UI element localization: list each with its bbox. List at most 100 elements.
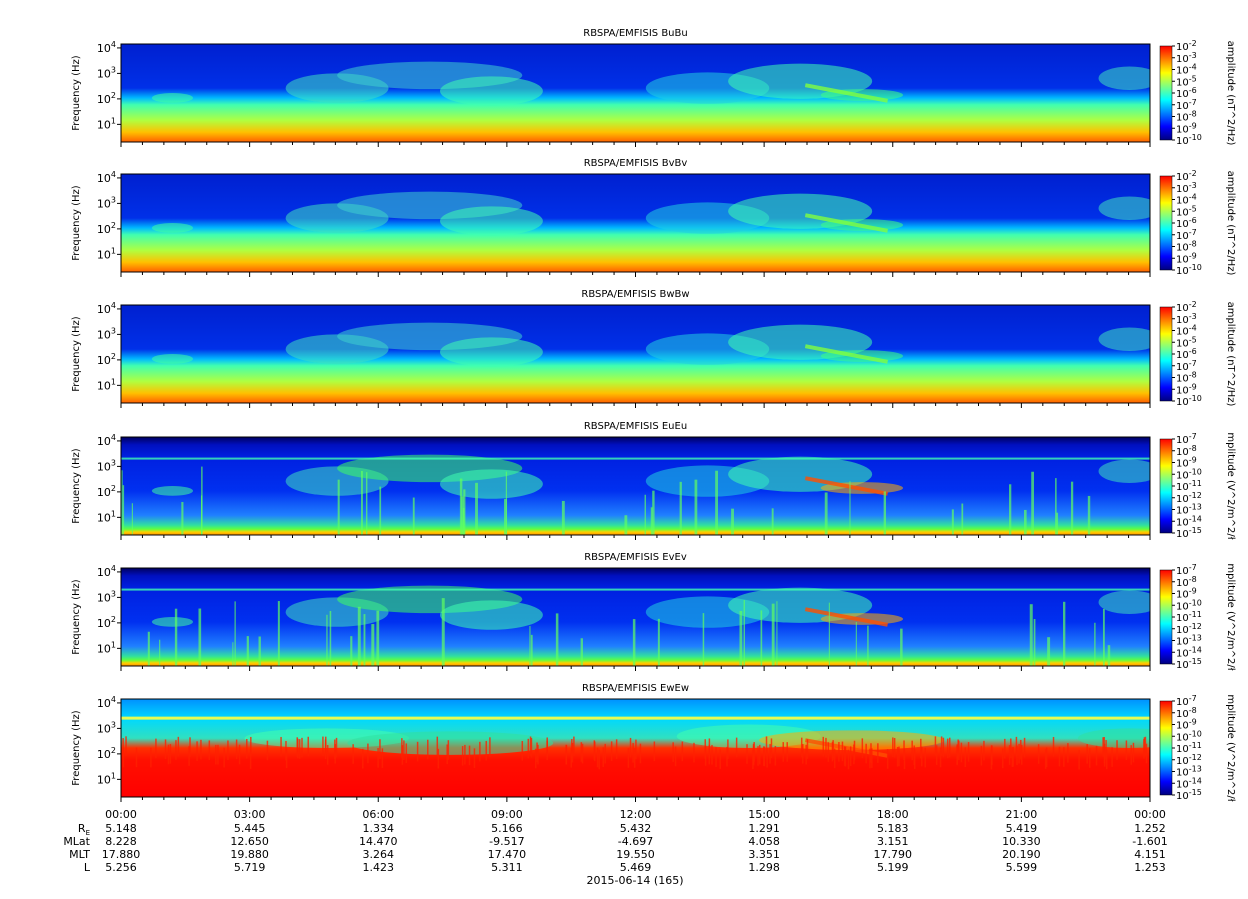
colorbar-tick-label: 10-7 — [1176, 432, 1197, 446]
panel-title: RBSPA/EMFISIS BuBu — [583, 28, 687, 39]
spectrogram-panel-2: RBSPA/EMFISIS BvBv 104 103 102 101 Frequency … — [71, 158, 1236, 277]
ephemeris-value: 1.334 — [363, 822, 395, 835]
colorbar-tick-label: 10-10 — [1176, 467, 1202, 481]
y-tick-label: 103 — [97, 458, 116, 473]
spectrogram-image — [121, 305, 1150, 403]
ephemeris-value: 5.445 — [234, 822, 266, 835]
colorbar-tick-label: 10-14 — [1176, 514, 1202, 528]
ephemeris-row-label: MLat — [63, 835, 90, 848]
colorbar-tick-label: 10-10 — [1176, 133, 1202, 147]
y-axis: 104 103 102 101 — [97, 40, 121, 131]
colorbar-tick-label: 10-15 — [1176, 526, 1202, 540]
colorbar-label: amplitude (nT^2/Hz) — [1225, 302, 1236, 407]
spectrogram-image — [121, 699, 1150, 797]
y-axis: 104 103 102 101 — [97, 695, 121, 786]
y-tick-label: 101 — [97, 509, 116, 524]
colorbar-tick-label: 10-9 — [1176, 456, 1197, 470]
x-tick-label: 15:00 — [748, 808, 780, 821]
spectrogram-panel-5: RBSPA/EMFISIS EvEv 104 103 102 101 Frequency … — [71, 552, 1236, 671]
y-tick-label: 104 — [97, 564, 116, 579]
y-tick-label: 103 — [97, 65, 116, 80]
ephemeris-value: 12.650 — [230, 835, 269, 848]
panel-title: RBSPA/EMFISIS BvBv — [584, 158, 688, 169]
y-tick-label: 101 — [97, 771, 116, 786]
y-axis: 104 103 102 101 — [97, 170, 121, 261]
colorbar-tick-label: 10-4 — [1176, 324, 1197, 338]
colorbar-tick-label: 10-7 — [1176, 563, 1197, 577]
colorbar-tick-label: 10-8 — [1176, 240, 1197, 254]
colorbar-tick-label: 10-14 — [1176, 645, 1202, 659]
y-tick-label: 101 — [97, 116, 116, 131]
y-tick-label: 104 — [97, 695, 116, 710]
colorbar-tick-label: 10-9 — [1176, 251, 1197, 265]
colorbar-tick-label: 10-4 — [1176, 193, 1197, 207]
ephemeris-value: 5.183 — [877, 822, 909, 835]
colorbar-tick-label: 10-3 — [1176, 312, 1197, 326]
colorbar-tick-label: 10-3 — [1176, 181, 1197, 195]
colorbar: 10-210-310-410-510-610-710-810-910-10 amp… — [1159, 300, 1236, 408]
y-axis: 104 103 102 101 — [97, 564, 121, 655]
y-tick-label: 102 — [97, 352, 116, 367]
ephemeris-value: 5.599 — [1006, 861, 1038, 874]
colorbar: 10-210-310-410-510-610-710-810-910-10 amp… — [1159, 39, 1236, 147]
spectrogram-panel-3: RBSPA/EMFISIS BwBw 104 103 102 101 Frequency … — [71, 289, 1236, 408]
colorbar-tick-label: 10-6 — [1176, 216, 1197, 230]
ephemeris-value: 3.264 — [363, 848, 395, 861]
ephemeris-value: 4.058 — [748, 835, 780, 848]
colorbar-tick-label: 10-9 — [1176, 121, 1197, 135]
colorbar-label: mplitude (V^2/m^2/ł — [1225, 432, 1236, 539]
colorbar-tick-label: 10-8 — [1176, 444, 1197, 458]
x-tick-label: 06:00 — [362, 808, 394, 821]
y-axis-label: Frequency (Hz) — [71, 55, 82, 131]
colorbar-tick-label: 10-9 — [1176, 587, 1197, 601]
y-axis-label: Frequency (Hz) — [71, 185, 82, 261]
y-tick-label: 103 — [97, 720, 116, 735]
y-tick-label: 104 — [97, 301, 116, 316]
colorbar: 10-210-310-410-510-610-710-810-910-10 amp… — [1159, 169, 1236, 277]
ephemeris-value: 17.470 — [488, 848, 527, 861]
colorbar-label: amplitude (nT^2/Hz) — [1225, 171, 1236, 276]
colorbar-tick-label: 10-12 — [1176, 491, 1202, 505]
colorbar-tick-label: 10-2 — [1176, 169, 1197, 183]
colorbar-tick-label: 10-15 — [1176, 657, 1202, 671]
colorbar: 10-710-810-910-1010-1110-1210-1310-1410-… — [1159, 563, 1236, 671]
colorbar-tick-label: 10-11 — [1176, 479, 1202, 493]
spectrogram-image — [121, 44, 1150, 142]
y-axis-label: Frequency (Hz) — [71, 316, 82, 392]
colorbar-tick-label: 10-13 — [1176, 503, 1202, 517]
ephemeris-value: 3.351 — [748, 848, 780, 861]
y-axis-label: Frequency (Hz) — [71, 448, 82, 524]
colorbar-tick-label: 10-10 — [1176, 394, 1202, 408]
y-axis: 104 103 102 101 — [97, 301, 121, 392]
colorbar-label: mplitude (V^2/m^2/ł — [1225, 694, 1236, 801]
panel-title: RBSPA/EMFISIS BwBw — [581, 289, 689, 300]
colorbar-tick-label: 10-7 — [1176, 98, 1197, 112]
colorbar-tick-label: 10-13 — [1176, 765, 1202, 779]
colorbar-tick-label: 10-8 — [1176, 575, 1197, 589]
x-tick-label: 03:00 — [234, 808, 266, 821]
y-tick-label: 103 — [97, 326, 116, 341]
ephemeris-value: 5.432 — [620, 822, 652, 835]
ephemeris-value: 5.719 — [234, 861, 266, 874]
y-tick-label: 101 — [97, 246, 116, 261]
panel-title: RBSPA/EMFISIS EwEw — [582, 683, 689, 694]
ephemeris-value: 10.330 — [1002, 835, 1041, 848]
ephemeris-value: 20.190 — [1002, 848, 1041, 861]
y-axis-label: Frequency (Hz) — [71, 579, 82, 655]
colorbar-tick-label: 10-14 — [1176, 776, 1202, 790]
colorbar-tick-label: 10-15 — [1176, 788, 1202, 802]
colorbar-tick-label: 10-13 — [1176, 634, 1202, 648]
ephemeris-value: 1.291 — [748, 822, 780, 835]
x-tick-label: 21:00 — [1006, 808, 1038, 821]
y-tick-label: 103 — [97, 589, 116, 604]
ephemeris-value: 5.199 — [877, 861, 909, 874]
y-tick-label: 102 — [97, 484, 116, 499]
colorbar-tick-label: 10-12 — [1176, 753, 1202, 767]
y-tick-label: 101 — [97, 377, 116, 392]
time-axis: 00:00 03:00 06:00 09:00 12:00 15:00 18:00 21:00… — [105, 808, 1166, 821]
ephemeris-value: -1.601 — [1132, 835, 1167, 848]
spectrogram-image — [121, 437, 1150, 535]
spectrogram-panel-4: RBSPA/EMFISIS EuEu 104 103 102 101 Frequency … — [71, 421, 1236, 540]
spectrogram-image — [121, 568, 1150, 666]
